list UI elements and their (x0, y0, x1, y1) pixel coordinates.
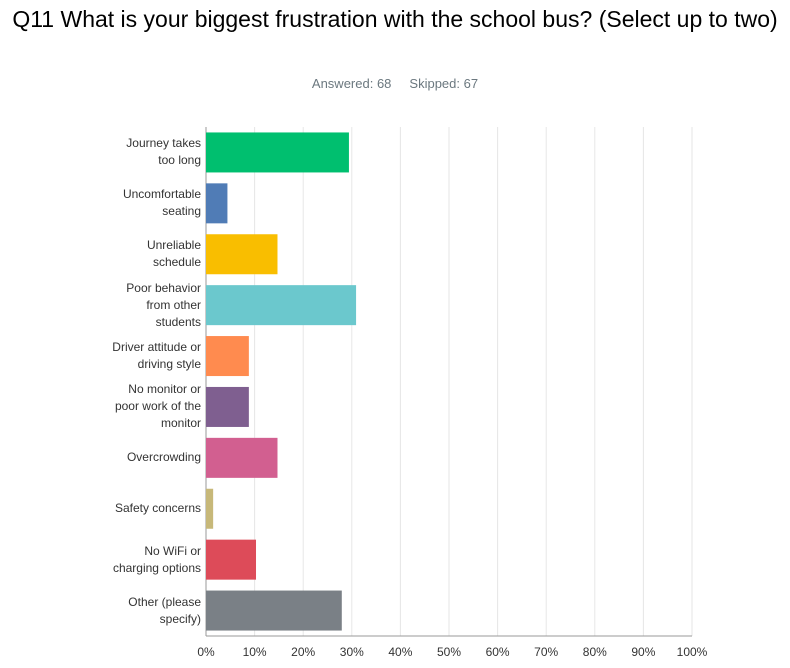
category-label: No WiFi or charging options (112, 543, 201, 575)
x-tick-label: 70% (534, 645, 558, 659)
subtitle: Answered: 68 Skipped: 67 (0, 76, 790, 91)
category-label: No monitor or poor work of the monitor (114, 382, 201, 431)
bar (206, 539, 257, 580)
category-label: Uncomfortable seating (122, 187, 201, 219)
x-tick-label: 30% (340, 645, 364, 659)
answered: Answered: 68 (311, 76, 392, 91)
x-tick-label: 20% (291, 645, 315, 659)
x-tick-label: 40% (388, 645, 412, 659)
x-tick-label: 100% (677, 645, 708, 659)
bar (206, 437, 278, 478)
category-label: Unreliable schedule (146, 238, 201, 270)
x-tick-label: 60% (486, 645, 510, 659)
category-label: Other (please specify) (128, 594, 201, 626)
x-tick-label: 50% (437, 645, 461, 659)
x-tick-label: 80% (583, 645, 607, 659)
bar (206, 234, 278, 275)
category-label: Journey takes too long (126, 136, 201, 168)
skipped: Skipped: 67 (409, 76, 479, 91)
category-label: Overcrowding (126, 450, 201, 465)
bar (206, 488, 214, 529)
x-tick-label: 10% (243, 645, 267, 659)
chart-title: Q11 What is your biggest frustration wit… (12, 6, 778, 32)
bar (206, 132, 349, 173)
x-tick-label: 90% (631, 645, 655, 659)
x-tick-label: 0% (197, 645, 215, 659)
category-label: Safety concerns (114, 501, 201, 516)
bar (206, 285, 357, 326)
bar (206, 590, 342, 631)
bar (206, 183, 228, 224)
bar (206, 336, 249, 377)
category-label: Poor behavior from other students (126, 280, 201, 329)
bar (206, 386, 249, 427)
category-label: Driver attitude or driving style (112, 340, 201, 372)
